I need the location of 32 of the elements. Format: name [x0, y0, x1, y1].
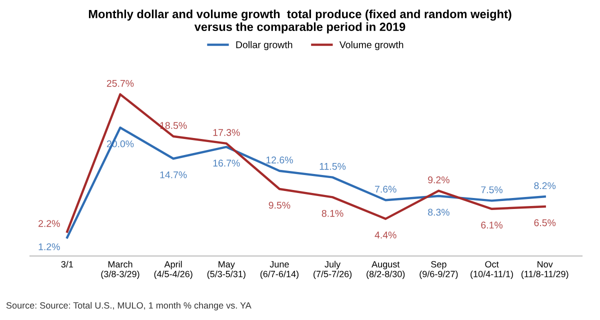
legend-label: Dollar growth: [236, 41, 292, 50]
data-label: 14.7%: [160, 171, 187, 178]
data-label: 8.1%: [322, 210, 344, 217]
data-label: 4.4%: [374, 232, 396, 238]
data-label: 6.5%: [534, 219, 556, 226]
data-label: 12.6%: [266, 156, 293, 164]
x-tick-label: April (4/5-4/26): [154, 260, 192, 279]
data-label: 9.2%: [428, 176, 450, 184]
x-tick-label: May (5/3-5/31): [207, 261, 246, 279]
x-tick-label: Oct (10/4-11/1): [470, 261, 513, 279]
data-label: 7.6%: [375, 186, 396, 193]
data-label: 8.3%: [428, 208, 450, 216]
source-note: Source: Source: Total U.S., MULO, 1 month % change vs. YA: [6, 302, 252, 310]
data-label: 11.5%: [320, 163, 346, 170]
data-label: 2.2%: [38, 220, 60, 227]
chart-title: Monthly dollar and volume growth total produce (fixed and random weight) versus the comparable period in 2019: [88, 10, 512, 34]
data-label: 25.7%: [106, 80, 134, 87]
data-label: 7.5%: [481, 186, 503, 194]
data-label: 16.7%: [213, 160, 240, 167]
x-tick-label: Sep (9/6-9/27): [420, 261, 458, 279]
data-label: 8.2%: [534, 182, 556, 190]
data-label: 6.1%: [481, 222, 503, 229]
x-tick-label: Nov (11/8-11/29): [521, 261, 568, 279]
x-tick-label: June (6/7-6/14): [260, 261, 298, 279]
data-label: 1.2%: [38, 243, 60, 250]
x-tick-label: July (7/5-7/26): [314, 260, 352, 279]
data-label: 9.5%: [268, 202, 290, 209]
x-tick-label: March (3/8-3/29): [101, 260, 140, 279]
data-label: 17.3%: [213, 129, 240, 136]
x-tick-label: 3/1: [61, 260, 73, 268]
legend-label: Volume growth: [339, 41, 404, 50]
x-tick-label: August (8/2-8/30): [366, 261, 405, 279]
